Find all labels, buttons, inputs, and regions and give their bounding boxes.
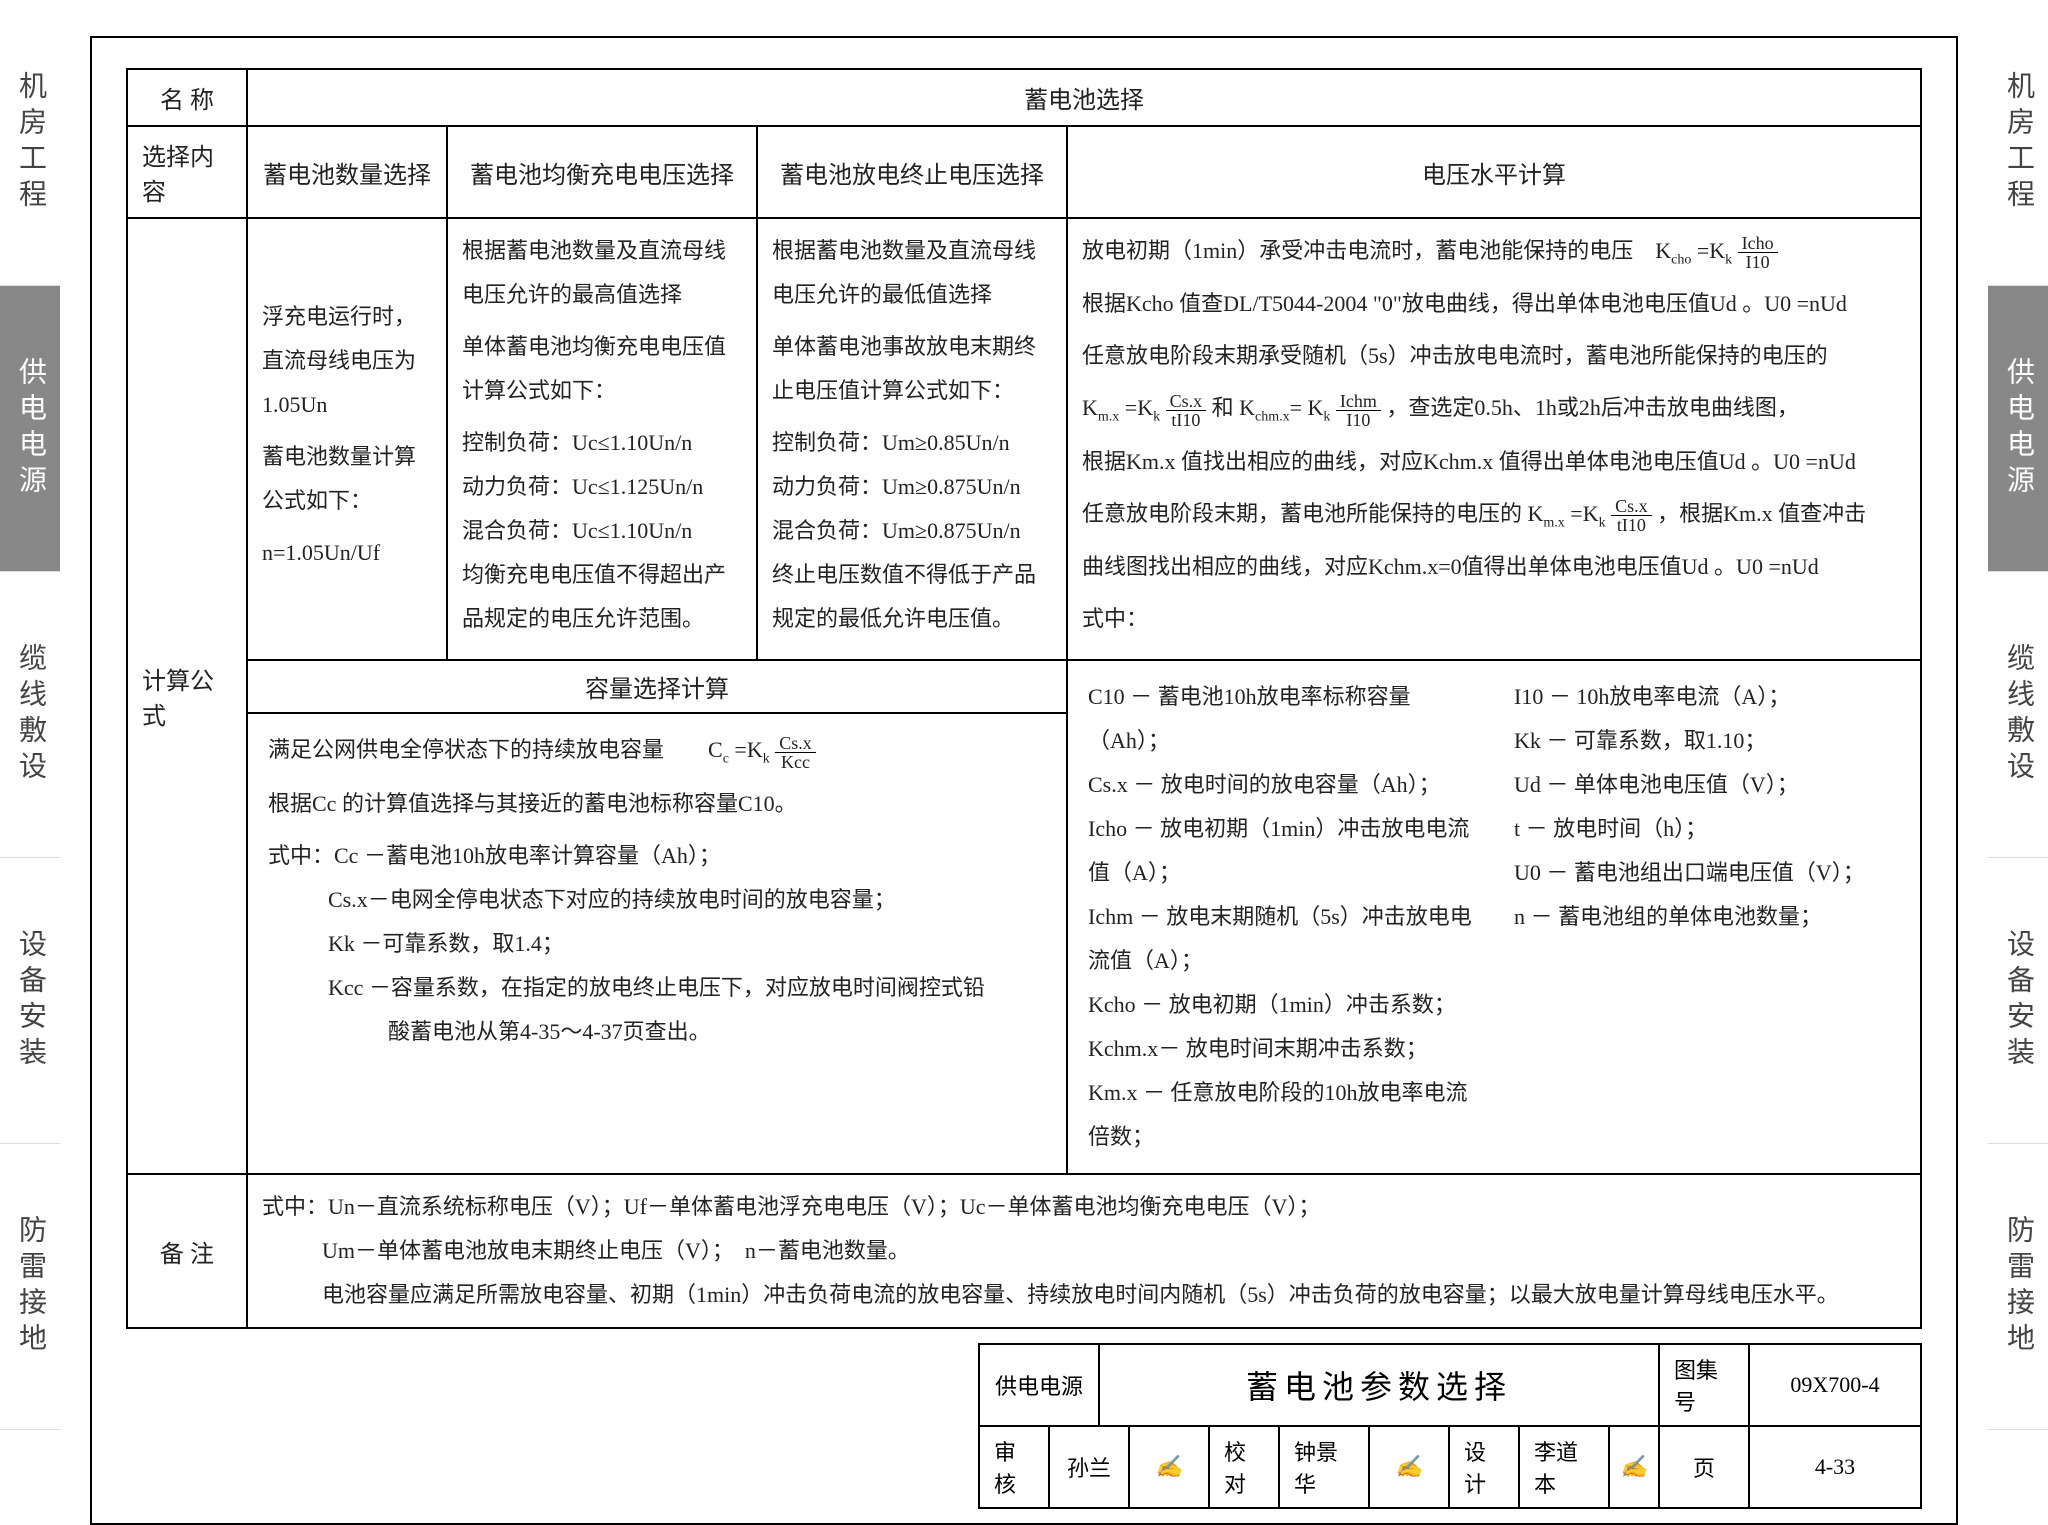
- text: 式中：: [1082, 597, 1866, 641]
- remark-label: 备 注: [128, 1175, 248, 1327]
- tb-set-label: 图集号: [1660, 1345, 1750, 1425]
- symbol-item: Ichm － 放电末期随机（5s）冲击放电电流值（A）；: [1088, 895, 1474, 983]
- symbol-definitions: C10 － 蓄电池10h放电率标称容量（Ah）； Cs.x － 放电时间的放电容…: [1068, 661, 1920, 1173]
- tb-check-label: 校对: [1210, 1427, 1280, 1507]
- side-tab-active[interactable]: 供电电源: [0, 286, 60, 572]
- tb-audit-name: 孙兰: [1050, 1427, 1130, 1507]
- text: Kcc －容量系数，在指定的放电终止电压下，对应放电时间阀控式铅: [268, 966, 1046, 1010]
- capacity-body: 满足公网供电全停状态下的持续放电容量 Cc =Kk Cs.xKcc 根据Cc 的…: [248, 714, 1066, 1067]
- col-header-1: 蓄电池数量选择: [248, 127, 448, 217]
- symbol-item: Kchm.x－ 放电时间末期冲击系数；: [1088, 1027, 1474, 1071]
- text: 均衡充电电压值不得超出产品规定的电压允许范围。: [462, 553, 742, 641]
- side-tab[interactable]: 机房工程: [1988, 0, 2048, 286]
- tb-page-label: 页: [1660, 1427, 1750, 1507]
- tb-audit-sign: ✍: [1130, 1427, 1210, 1507]
- symbol-item: U0 － 蓄电池组出口端电压值（V）；: [1514, 851, 1900, 895]
- text: 终止电压数值不得低于产品规定的最低允许电压值。: [772, 553, 1052, 641]
- symbol-item: n － 蓄电池组的单体电池数量；: [1514, 895, 1900, 939]
- text: Kk －可靠系数，取1.4；: [268, 922, 1046, 966]
- symbol-item: Cs.x － 放电时间的放电容量（Ah）；: [1088, 763, 1474, 807]
- tb-design-name: 李道本: [1520, 1427, 1610, 1507]
- side-tab[interactable]: 缆线敷设: [0, 572, 60, 858]
- col-header-4: 电压水平计算: [1068, 127, 1920, 217]
- text: 曲线图找出相应的曲线，对应Kchm.x=0值得出单体电池电压值Ud 。U0 =n…: [1082, 545, 1866, 589]
- symbol-item: t － 放电时间（h）；: [1514, 807, 1900, 851]
- right-side-tabs: 机房工程 供电电源 缆线敷设 设备安装 防雷接地: [1988, 0, 2048, 1430]
- symbol-item: Icho － 放电初期（1min）冲击放电电流值（A）；: [1088, 807, 1474, 895]
- text: 根据蓄电池数量及直流母线电压允许的最低值选择: [772, 229, 1052, 317]
- tb-design-sign: ✍: [1610, 1427, 1660, 1507]
- symbol-item: Kk － 可靠系数，取1.10；: [1514, 719, 1900, 763]
- text: 电池容量应满足所需放电容量、初期（1min）冲击负荷电流的放电容量、持续放电时间…: [262, 1273, 1839, 1317]
- main-area: 名 称 蓄电池选择 选择内容 蓄电池数量选择 蓄电池均衡充电电压选择 蓄电池放电…: [60, 0, 1988, 1430]
- tb-audit-label: 审核: [980, 1427, 1050, 1507]
- text: 任意放电阶段末期承受随机（5s）冲击放电电流时，蓄电池所能保持的电压的: [1082, 334, 1866, 378]
- title-block: 供电电源 蓄电池参数选择 图集号 09X700-4 审核 孙兰 ✍ 校对 钟景华…: [126, 1343, 1922, 1509]
- text: 根据Km.x 值找出相应的曲线，对应Kchm.x 值得出单体电池电压值Ud 。U…: [1082, 440, 1866, 484]
- side-tab[interactable]: 缆线敷设: [1988, 572, 2048, 858]
- text: Um－单体蓄电池放电末期终止电压（V）； n－蓄电池数量。: [262, 1229, 1839, 1273]
- text: 式中：Un－直流系统标称电压（V）；Uf－单体蓄电池浮充电电压（V）；Uc－单体…: [262, 1185, 1839, 1229]
- calc-label: 计算公式: [128, 219, 248, 1173]
- col-header-3: 蓄电池放电终止电压选择: [758, 127, 1068, 217]
- tb-title: 蓄电池参数选择: [1100, 1345, 1660, 1425]
- text: 酸蓄电池从第4-35～4-37页查出。: [268, 1010, 1046, 1054]
- formula: 混合负荷：Uc≤1.10Un/n: [462, 509, 742, 553]
- select-label: 选择内容: [128, 127, 248, 217]
- side-tab[interactable]: 防雷接地: [1988, 1144, 2048, 1430]
- text: 单体蓄电池均衡充电电压值计算公式如下：: [462, 325, 742, 413]
- col3-body: 根据蓄电池数量及直流母线电压允许的最低值选择 单体蓄电池事故放电末期终止电压值计…: [758, 219, 1068, 659]
- symbol-item: Kcho － 放电初期（1min）冲击系数；: [1088, 983, 1474, 1027]
- tb-check-name: 钟景华: [1280, 1427, 1370, 1507]
- col2-body: 根据蓄电池数量及直流母线电压允许的最高值选择 单体蓄电池均衡充电电压值计算公式如…: [448, 219, 758, 659]
- formula: n=1.05Un/Uf: [262, 531, 432, 575]
- side-tab[interactable]: 机房工程: [0, 0, 60, 286]
- tb-category: 供电电源: [980, 1345, 1100, 1425]
- formula: 动力负荷：Uc≤1.125Un/n: [462, 465, 742, 509]
- tb-check-sign: ✍: [1370, 1427, 1450, 1507]
- symbol-item: C10 － 蓄电池10h放电率标称容量（Ah）；: [1088, 675, 1474, 763]
- name-value: 蓄电池选择: [248, 70, 1920, 125]
- text: Cs.x－电网全停电状态下对应的持续放电时间的放电容量；: [268, 878, 1046, 922]
- side-tab-active[interactable]: 供电电源: [1988, 286, 2048, 572]
- formula: 混合负荷：Um≥0.875Un/n: [772, 509, 1052, 553]
- formula: Km.x =Kk Cs.xtI10 和 Kchm.x= Kk IchmI10 ，…: [1082, 386, 1866, 431]
- tb-page-value: 4-33: [1750, 1427, 1920, 1507]
- text: 根据Cc 的计算值选择与其接近的蓄电池标称容量C10。: [268, 782, 1046, 826]
- formula: 动力负荷：Um≥0.875Un/n: [772, 465, 1052, 509]
- name-label: 名 称: [128, 70, 248, 125]
- col-header-2: 蓄电池均衡充电电压选择: [448, 127, 758, 217]
- col4-upper: 放电初期（1min）承受冲击电流时，蓄电池能保持的电压 Kcho =Kk Ich…: [1068, 219, 1920, 659]
- text: 根据蓄电池数量及直流母线电压允许的最高值选择: [462, 229, 742, 317]
- formula: 满足公网供电全停状态下的持续放电容量 Cc =Kk Cs.xKcc: [268, 728, 1046, 773]
- formula: 放电初期（1min）承受冲击电流时，蓄电池能保持的电压 Kcho =Kk Ich…: [1082, 229, 1866, 274]
- drawing-frame: 名 称 蓄电池选择 选择内容 蓄电池数量选择 蓄电池均衡充电电压选择 蓄电池放电…: [90, 36, 1958, 1525]
- left-side-tabs: 机房工程 供电电源 缆线敷设 设备安装 防雷接地: [0, 0, 60, 1430]
- text: 式中：Cc －蓄电池10h放电率计算容量（Ah）；: [268, 834, 1046, 878]
- remark-body: 式中：Un－直流系统标称电压（V）；Uf－单体蓄电池浮充电电压（V）；Uc－单体…: [248, 1175, 1920, 1327]
- side-tab[interactable]: 设备安装: [0, 858, 60, 1144]
- side-tab[interactable]: 防雷接地: [0, 1144, 60, 1430]
- symbol-item: Ud － 单体电池电压值（V）；: [1514, 763, 1900, 807]
- main-table: 名 称 蓄电池选择 选择内容 蓄电池数量选择 蓄电池均衡充电电压选择 蓄电池放电…: [126, 68, 1922, 1329]
- tb-set-value: 09X700-4: [1750, 1345, 1920, 1425]
- col1-body: 浮充电运行时，直流母线电压为1.05Un 蓄电池数量计算公式如下： n=1.05…: [248, 219, 448, 659]
- capacity-title: 容量选择计算: [248, 661, 1066, 714]
- side-tab[interactable]: 设备安装: [1988, 858, 2048, 1144]
- text: 蓄电池数量计算公式如下：: [262, 435, 432, 523]
- formula: 控制负荷：Um≥0.85Un/n: [772, 421, 1052, 465]
- formula: 任意放电阶段末期，蓄电池所能保持的电压的 Km.x =Kk Cs.xtI10 ，…: [1082, 492, 1866, 537]
- symbol-item: I10 － 10h放电率电流（A）；: [1514, 675, 1900, 719]
- formula: 控制负荷：Uc≤1.10Un/n: [462, 421, 742, 465]
- text: 根据Kcho 值查DL/T5044-2004 "0"放电曲线，得出单体电池电压值…: [1082, 282, 1866, 326]
- tb-design-label: 设计: [1450, 1427, 1520, 1507]
- text: 单体蓄电池事故放电末期终止电压值计算公式如下：: [772, 325, 1052, 413]
- text: 浮充电运行时，直流母线电压为1.05Un: [262, 295, 432, 427]
- symbol-item: Km.x － 任意放电阶段的10h放电率电流倍数；: [1088, 1071, 1474, 1159]
